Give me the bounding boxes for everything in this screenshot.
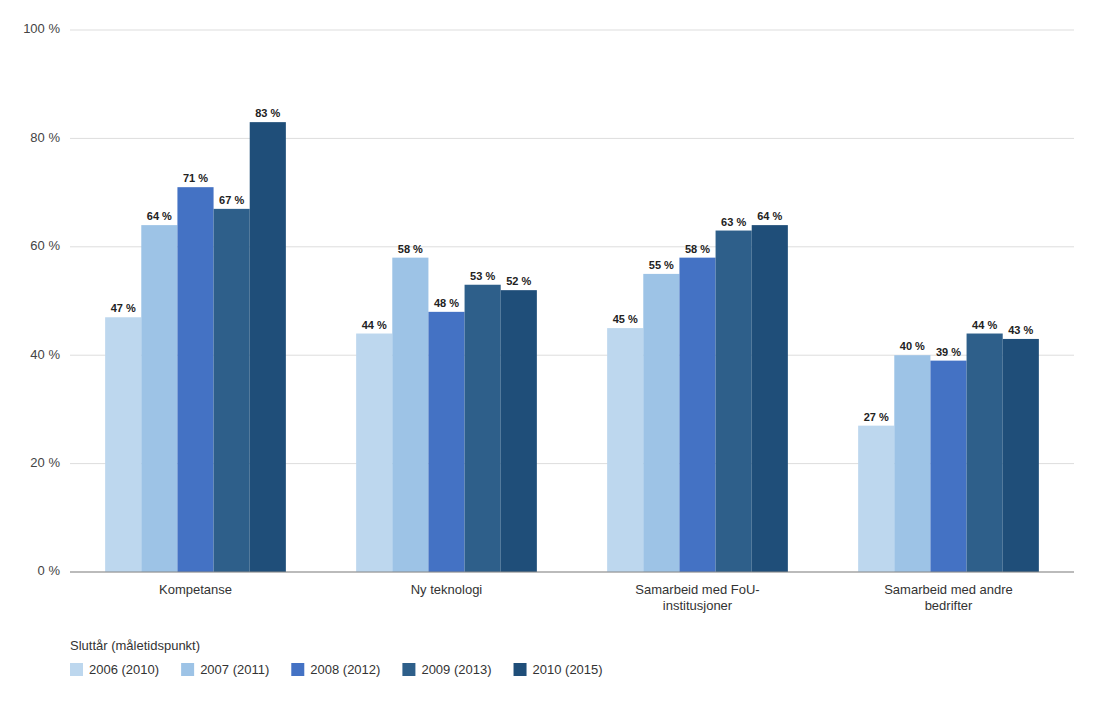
y-tick-label: 60 % <box>30 238 60 253</box>
bar <box>428 312 464 572</box>
y-tick-label: 20 % <box>30 455 60 470</box>
y-tick-label: 80 % <box>30 130 60 145</box>
data-label: 83 % <box>255 107 280 119</box>
legend-title: Sluttår (måletidspunkt) <box>70 638 200 653</box>
legend-item: 2007 (2011) <box>181 662 269 677</box>
bar <box>607 328 643 572</box>
legend: Sluttår (måletidspunkt) 2006 (2010) 2007 (… <box>70 638 603 677</box>
x-tick-label-line: Samarbeid med FoU- <box>635 582 759 597</box>
x-axis: Kompetanse Ny teknologi Samarbeid med FoU-… <box>70 572 1074 613</box>
bar <box>858 426 894 572</box>
data-label: 47 % <box>111 302 136 314</box>
grid-line <box>70 572 1074 573</box>
bar <box>250 122 286 572</box>
bars <box>105 122 1039 572</box>
legend-label: 2006 (2010) <box>89 662 159 677</box>
x-tick-label: Kompetanse <box>159 582 232 597</box>
x-tick-label-line: bedrifter <box>925 598 973 613</box>
data-label: 58 % <box>685 243 710 255</box>
bar <box>1003 339 1039 572</box>
bar-series <box>214 209 1003 572</box>
bar <box>967 334 1003 572</box>
bar <box>214 209 250 572</box>
data-label: 43 % <box>1008 324 1033 336</box>
x-tick-label-line: Samarbeid med andre <box>884 582 1013 597</box>
grid-line <box>70 138 1074 139</box>
legend-swatch <box>291 663 304 676</box>
grid-line <box>70 30 1074 31</box>
bar <box>930 361 966 572</box>
bar <box>465 285 501 572</box>
legend-swatch <box>514 663 527 676</box>
x-tick-label-line: Kompetanse <box>159 582 232 597</box>
legend-label: 2008 (2012) <box>310 662 380 677</box>
bar <box>356 334 392 572</box>
x-tick-label-line: institusjoner <box>663 598 733 613</box>
bar <box>752 225 788 572</box>
y-tick-label: 40 % <box>30 347 60 362</box>
bar <box>679 258 715 572</box>
data-label: 40 % <box>900 340 925 352</box>
bar <box>894 355 930 572</box>
bar <box>177 187 213 572</box>
bar <box>141 225 177 572</box>
grid <box>70 30 1074 572</box>
data-label: 45 % <box>613 313 638 325</box>
bar <box>643 274 679 572</box>
bar <box>105 317 141 572</box>
legend-label: 2007 (2011) <box>200 662 269 677</box>
x-axis-line <box>70 572 1074 573</box>
data-label: 53 % <box>470 270 495 282</box>
legend-item: 2010 (2015) <box>514 662 603 677</box>
data-label: 44 % <box>362 319 387 331</box>
legend-item: 2006 (2010) <box>70 662 159 677</box>
data-label: 44 % <box>972 319 997 331</box>
data-label: 52 % <box>506 275 531 287</box>
data-label: 39 % <box>936 346 961 358</box>
bar-series <box>250 122 1039 572</box>
x-tick-label: Samarbeid med andrebedrifter <box>884 582 1013 613</box>
legend-label: 2009 (2013) <box>421 662 491 677</box>
data-label: 67 % <box>219 194 244 206</box>
legend-swatch <box>181 663 194 676</box>
data-label: 71 % <box>183 172 208 184</box>
y-tick-label: 100 % <box>23 21 60 36</box>
legend-swatch <box>402 663 415 676</box>
data-label: 63 % <box>721 216 746 228</box>
data-label: 48 % <box>434 297 459 309</box>
chart-svg: 0 % 20 % 40 % 60 % 80 % 100 % 47 % 44 % 45 % 27 %… <box>0 0 1098 722</box>
data-label: 58 % <box>398 243 423 255</box>
legend-label: 2010 (2015) <box>533 662 603 677</box>
x-tick-label: Ny teknologi <box>411 582 483 597</box>
legend-item: 2009 (2013) <box>402 662 491 677</box>
data-labels: 47 % 44 % 45 % 27 % 64 % 58 % 55 % 40 % 71 % 48 %… <box>111 107 1034 423</box>
bar <box>716 231 752 572</box>
bar-series <box>177 187 966 572</box>
x-tick-label-line: Ny teknologi <box>411 582 483 597</box>
legend-item: 2008 (2012) <box>291 662 380 677</box>
bar <box>501 290 537 572</box>
y-tick-label: 0 % <box>38 563 61 578</box>
data-label: 27 % <box>864 411 889 423</box>
data-label: 64 % <box>757 210 782 222</box>
legend-swatch <box>70 663 83 676</box>
x-tick-label: Samarbeid med FoU-institusjoner <box>635 582 759 613</box>
chart-container: 0 % 20 % 40 % 60 % 80 % 100 % 47 % 44 % 45 % 27 %… <box>0 0 1098 722</box>
data-label: 55 % <box>649 259 674 271</box>
data-label: 64 % <box>147 210 172 222</box>
y-axis: 0 % 20 % 40 % 60 % 80 % 100 % <box>23 21 60 578</box>
bar <box>392 258 428 572</box>
